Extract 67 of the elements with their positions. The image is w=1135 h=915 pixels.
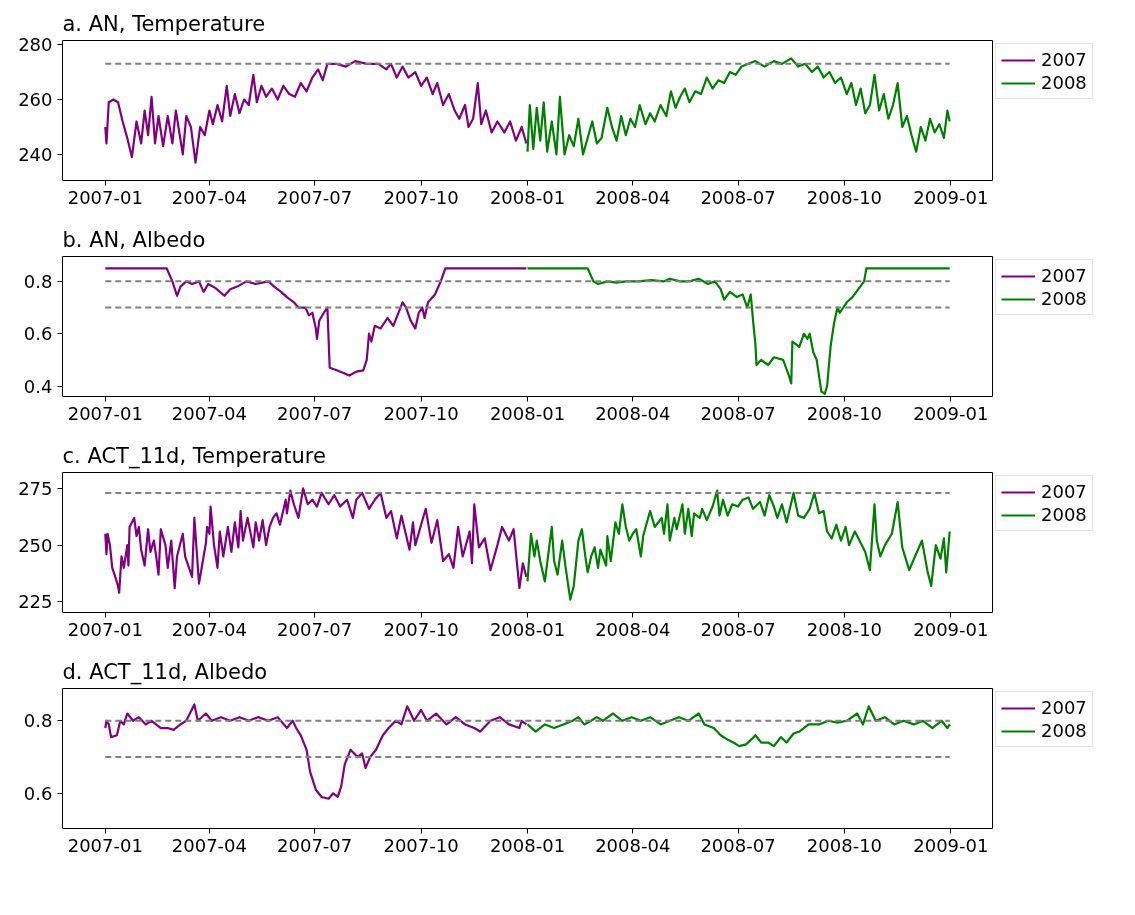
chart-title: d. ACT_11d, Albedo bbox=[62, 659, 268, 685]
legend-label: 2007 bbox=[1041, 49, 1087, 70]
y-tick-label: 225 bbox=[18, 591, 53, 613]
legend-label: 2007 bbox=[1041, 481, 1087, 502]
y-tick-label: 0.6 bbox=[23, 323, 53, 345]
line-series bbox=[526, 705, 951, 748]
x-tick-label: 2007-07 bbox=[277, 834, 353, 856]
y-tick-label: 0.6 bbox=[23, 782, 53, 804]
x-tick-label: 2007-01 bbox=[67, 186, 143, 208]
line-series bbox=[104, 703, 528, 800]
x-tick-label: 2008-04 bbox=[595, 834, 671, 856]
y-tick-label: 0.8 bbox=[23, 710, 53, 732]
x-tick-label: 2007-01 bbox=[67, 618, 143, 640]
y-tick-label: 0.4 bbox=[23, 375, 53, 397]
x-tick-label: 2007-04 bbox=[171, 402, 248, 424]
y-tick-label: 240 bbox=[18, 143, 53, 165]
x-tick-label: 2008-04 bbox=[595, 402, 671, 424]
x-tick-label: 2008-10 bbox=[806, 186, 883, 208]
legend-label: 2008 bbox=[1041, 72, 1087, 93]
x-tick-label: 2008-07 bbox=[700, 186, 776, 208]
x-tick-label: 2008-01 bbox=[489, 834, 566, 856]
x-tick-label: 2007-04 bbox=[171, 186, 248, 208]
x-tick-label: 2008-07 bbox=[700, 402, 776, 424]
x-tick-label: 2008-04 bbox=[595, 618, 671, 640]
x-tick-label: 2007-10 bbox=[383, 402, 459, 424]
x-tick-label: 2007-07 bbox=[277, 402, 353, 424]
x-tick-label: 2009-01 bbox=[913, 834, 989, 856]
chart-title: a. AN, Temperature bbox=[62, 11, 266, 36]
legend-label: 2007 bbox=[1041, 697, 1087, 718]
line-series bbox=[104, 59, 528, 164]
line-series bbox=[526, 489, 951, 601]
x-tick-label: 2007-07 bbox=[277, 186, 353, 208]
legend-label: 2008 bbox=[1041, 288, 1087, 309]
x-tick-label: 2007-04 bbox=[171, 618, 248, 640]
line-series bbox=[526, 57, 951, 156]
x-tick-label: 2008-01 bbox=[489, 618, 566, 640]
x-tick-label: 2008-04 bbox=[595, 186, 671, 208]
x-tick-label: 2008-10 bbox=[806, 834, 883, 856]
x-tick-label: 2008-07 bbox=[700, 834, 776, 856]
x-tick-label: 2007-10 bbox=[383, 186, 459, 208]
x-tick-label: 2007-01 bbox=[67, 402, 143, 424]
x-tick-label: 2007-10 bbox=[383, 834, 459, 856]
line-series bbox=[104, 267, 528, 377]
legend-label: 2008 bbox=[1041, 504, 1087, 525]
x-tick-label: 2008-10 bbox=[806, 402, 883, 424]
line-series bbox=[104, 487, 528, 594]
y-tick-label: 280 bbox=[18, 34, 53, 56]
x-tick-label: 2008-07 bbox=[700, 618, 776, 640]
legend-label: 2007 bbox=[1041, 265, 1087, 286]
x-tick-label: 2008-01 bbox=[489, 186, 566, 208]
x-tick-label: 2009-01 bbox=[913, 402, 989, 424]
y-tick-label: 250 bbox=[18, 534, 53, 556]
x-tick-label: 2008-01 bbox=[489, 402, 566, 424]
y-tick-label: 0.8 bbox=[23, 270, 53, 292]
x-tick-label: 2009-01 bbox=[913, 618, 989, 640]
chart-title: c. ACT_11d, Temperature bbox=[62, 443, 326, 469]
x-tick-label: 2007-07 bbox=[277, 618, 353, 640]
legend-label: 2008 bbox=[1041, 720, 1087, 741]
line-series bbox=[526, 267, 951, 395]
x-tick-label: 2007-10 bbox=[383, 618, 459, 640]
y-tick-label: 275 bbox=[18, 477, 53, 499]
y-tick-label: 260 bbox=[18, 89, 53, 111]
x-tick-label: 2008-10 bbox=[806, 618, 883, 640]
x-tick-label: 2009-01 bbox=[913, 186, 989, 208]
x-tick-label: 2007-04 bbox=[171, 834, 248, 856]
chart-title: b. AN, Albedo bbox=[62, 227, 206, 252]
x-tick-label: 2007-01 bbox=[67, 834, 143, 856]
